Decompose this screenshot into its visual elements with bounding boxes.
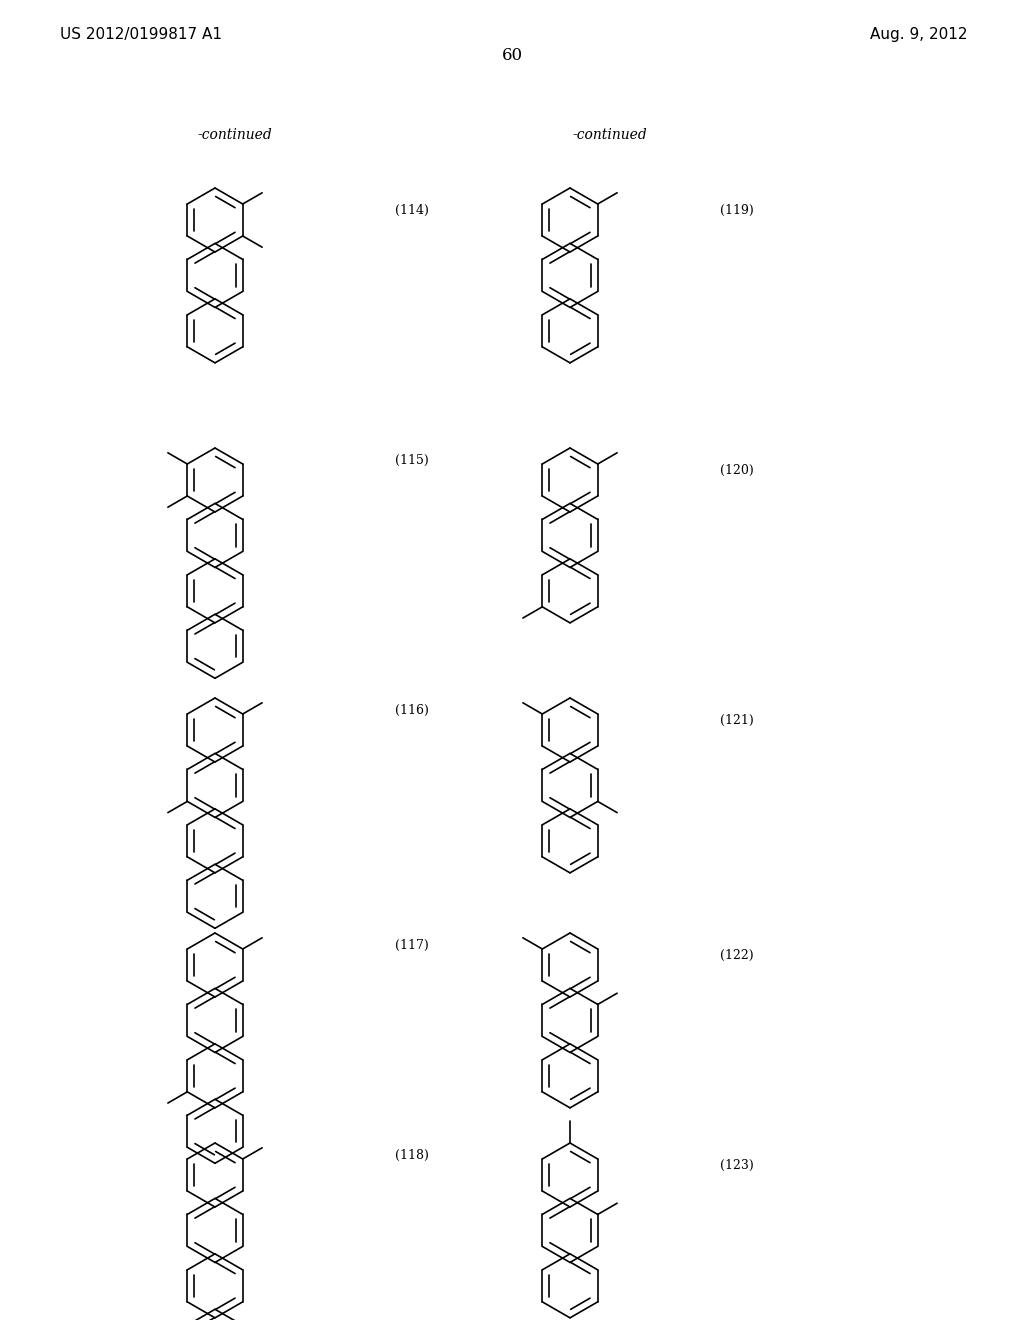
- Text: (121): (121): [720, 714, 754, 726]
- Text: (114): (114): [395, 203, 429, 216]
- Text: (119): (119): [720, 203, 754, 216]
- Text: (123): (123): [720, 1159, 754, 1172]
- Text: -continued: -continued: [198, 128, 272, 143]
- Text: (120): (120): [720, 463, 754, 477]
- Text: (116): (116): [395, 704, 429, 717]
- Text: 60: 60: [502, 46, 522, 63]
- Text: (118): (118): [395, 1148, 429, 1162]
- Text: -continued: -continued: [572, 128, 647, 143]
- Text: US 2012/0199817 A1: US 2012/0199817 A1: [60, 28, 222, 42]
- Text: (117): (117): [395, 939, 429, 952]
- Text: (115): (115): [395, 454, 429, 466]
- Text: (122): (122): [720, 949, 754, 961]
- Text: Aug. 9, 2012: Aug. 9, 2012: [870, 28, 968, 42]
